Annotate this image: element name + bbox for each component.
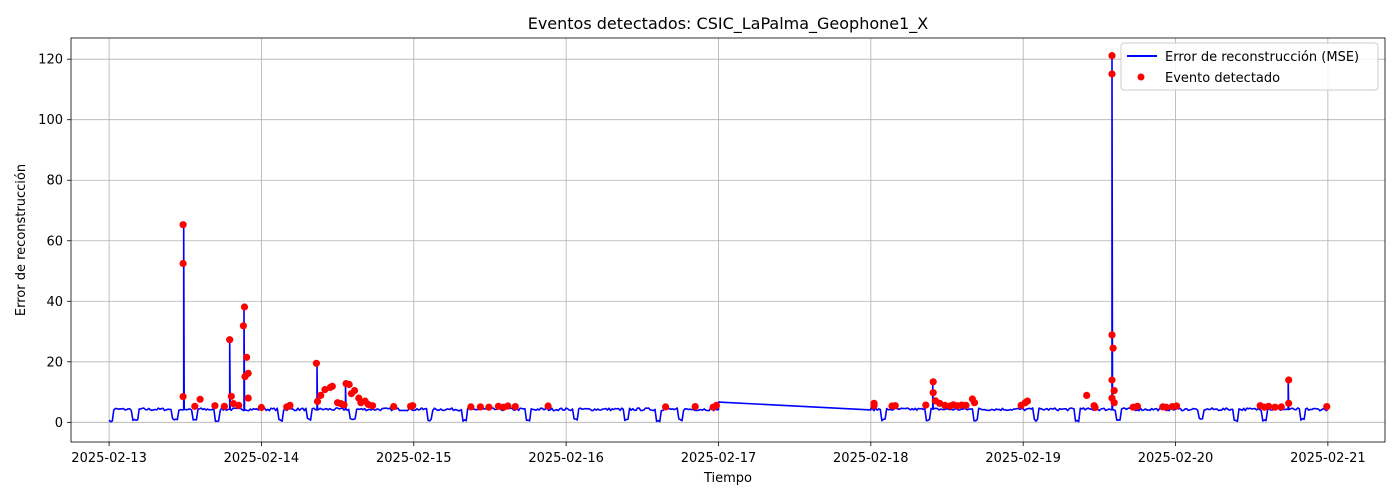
event-point (227, 392, 235, 400)
event-point (235, 401, 243, 409)
event-point (1285, 376, 1293, 384)
event-point (504, 402, 512, 410)
chart-title: Eventos detectados: CSIC_LaPalma_Geophon… (528, 14, 929, 34)
y-tick-label: 100 (38, 113, 63, 128)
event-point (691, 403, 699, 411)
event-point (1110, 399, 1118, 407)
x-tick-label: 2025-02-18 (833, 451, 909, 466)
event-point (286, 401, 294, 409)
event-point (179, 393, 187, 401)
event-point (1265, 402, 1273, 410)
event-point (712, 401, 721, 409)
event-point (244, 369, 252, 377)
event-point (226, 336, 234, 344)
y-tick-label: 40 (46, 295, 63, 310)
event-point (409, 402, 417, 410)
x-tick-label: 2025-02-15 (376, 451, 452, 466)
event-point (970, 399, 979, 407)
event-point (257, 403, 265, 412)
event-point (340, 401, 348, 409)
event-point (220, 402, 228, 410)
event-point (1108, 52, 1116, 60)
event-point (1271, 403, 1279, 411)
event-point (922, 401, 930, 409)
event-point (1108, 70, 1116, 78)
event-point (962, 401, 970, 409)
x-tick-label: 2025-02-13 (71, 451, 147, 466)
event-point (476, 403, 484, 411)
event-point (941, 401, 949, 409)
event-point (1323, 403, 1331, 411)
event-point (1133, 402, 1141, 410)
x-tick-label: 2025-02-20 (1138, 451, 1214, 466)
event-point (191, 402, 199, 410)
event-point (345, 380, 353, 389)
event-point (891, 402, 899, 410)
event-point (1091, 403, 1099, 412)
event-point (1110, 387, 1118, 395)
mse-line-series (108, 54, 1329, 423)
event-point (544, 402, 552, 410)
event-scatter-series (179, 52, 1331, 412)
y-tick-label: 80 (46, 174, 63, 189)
y-axis-label: Error de reconstrucción (14, 164, 29, 316)
event-point (179, 259, 187, 268)
event-point (196, 395, 204, 403)
event-point (368, 402, 377, 410)
axes: 2025-02-13 2025-02-14 2025-02-15 2025-02-16… (38, 37, 1386, 466)
event-point (929, 389, 937, 397)
event-point (312, 359, 320, 367)
y-tick-label: 60 (46, 234, 63, 249)
event-point (1083, 391, 1091, 399)
x-tick-label: 2025-02-16 (528, 451, 604, 466)
legend-box (1120, 42, 1379, 91)
event-point (1023, 397, 1031, 405)
x-tick-label: 2025-02-19 (985, 451, 1061, 466)
event-point (1162, 403, 1170, 411)
y-tick-label: 0 (55, 416, 63, 431)
x-axis-label: Tiempo (703, 471, 752, 486)
event-point (511, 403, 519, 411)
event-point (929, 378, 937, 386)
event-point (1285, 399, 1293, 407)
event-point (179, 221, 187, 229)
event-point (1108, 376, 1116, 384)
event-point (870, 402, 878, 410)
plot-frame (70, 37, 1386, 443)
event-point (390, 403, 398, 411)
x-tick-label: 2025-02-17 (681, 451, 757, 466)
event-point (240, 303, 249, 311)
event-point (239, 322, 247, 330)
y-tick-label: 20 (46, 355, 63, 370)
event-point (313, 397, 322, 405)
event-point (1109, 344, 1117, 352)
legend-label-mse: Error de reconstrucción (MSE) (1165, 50, 1359, 65)
event-point (317, 391, 325, 399)
event-point (243, 353, 251, 361)
event-point (1173, 402, 1181, 410)
event-point (244, 394, 252, 402)
grid-lines (71, 38, 1385, 442)
event-point (350, 387, 359, 395)
event-point (467, 403, 475, 411)
event-point (662, 403, 670, 411)
event-point (211, 402, 219, 410)
event-point (328, 382, 336, 390)
event-point (1108, 331, 1116, 339)
legend: Error de reconstrucción (MSE) Evento det… (1120, 42, 1379, 91)
legend-label-events: Evento detectado (1165, 71, 1280, 86)
x-tick-label: 2025-02-21 (1290, 451, 1366, 466)
x-tick-label: 2025-02-14 (224, 451, 300, 466)
legend-point-swatch (1137, 73, 1145, 81)
mse-line (108, 54, 1329, 423)
event-point (485, 403, 493, 411)
event-point (494, 402, 502, 410)
y-tick-label: 120 (38, 53, 63, 68)
event-point (1277, 403, 1285, 411)
